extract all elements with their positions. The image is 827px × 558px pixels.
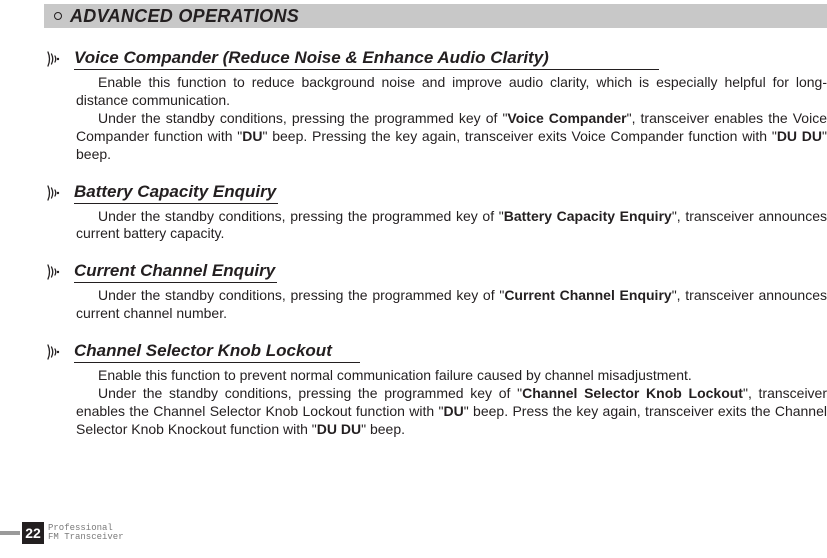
footer-line-2: FM Transceiver bbox=[48, 533, 124, 542]
section-title: Voice Compander (Reduce Noise & Enhance … bbox=[74, 48, 659, 70]
section: Current Channel Enquiry Under the standby… bbox=[44, 261, 827, 323]
page-number: 22 bbox=[22, 522, 44, 544]
page-body: Voice Compander (Reduce Noise & Enhance … bbox=[44, 48, 827, 457]
section-header: Current Channel Enquiry bbox=[46, 261, 827, 283]
section-paragraph: Under the standby conditions, pressing t… bbox=[76, 110, 827, 164]
footer-labels: Professional FM Transceiver bbox=[48, 524, 124, 543]
page-header: ADVANCED OPERATIONS bbox=[44, 4, 827, 28]
section-paragraph: Under the standby conditions, pressing t… bbox=[76, 385, 827, 439]
section-title: Current Channel Enquiry bbox=[74, 261, 277, 283]
section-paragraph: Enable this function to prevent normal c… bbox=[76, 367, 827, 385]
section: Voice Compander (Reduce Noise & Enhance … bbox=[44, 48, 827, 164]
section-header: Battery Capacity Enquiry bbox=[46, 182, 827, 204]
sound-waves-icon bbox=[46, 342, 68, 362]
footer-bar-icon bbox=[0, 531, 20, 535]
header-title: ADVANCED OPERATIONS bbox=[70, 6, 299, 27]
sound-waves-icon bbox=[46, 262, 68, 282]
header-bullet-icon bbox=[54, 12, 62, 20]
sound-waves-icon bbox=[46, 183, 68, 203]
sound-waves-icon bbox=[46, 49, 68, 69]
section-header: Voice Compander (Reduce Noise & Enhance … bbox=[46, 48, 827, 70]
section: Battery Capacity Enquiry Under the standb… bbox=[44, 182, 827, 244]
section-title: Battery Capacity Enquiry bbox=[74, 182, 278, 204]
section-paragraph: Under the standby conditions, pressing t… bbox=[76, 208, 827, 244]
section: Channel Selector Knob Lockout Enable this… bbox=[44, 341, 827, 439]
page-footer: 22 Professional FM Transceiver bbox=[0, 518, 124, 548]
section-paragraph: Under the standby conditions, pressing t… bbox=[76, 287, 827, 323]
section-title: Channel Selector Knob Lockout bbox=[74, 341, 360, 363]
section-paragraph: Enable this function to reduce backgroun… bbox=[76, 74, 827, 110]
section-header: Channel Selector Knob Lockout bbox=[46, 341, 827, 363]
